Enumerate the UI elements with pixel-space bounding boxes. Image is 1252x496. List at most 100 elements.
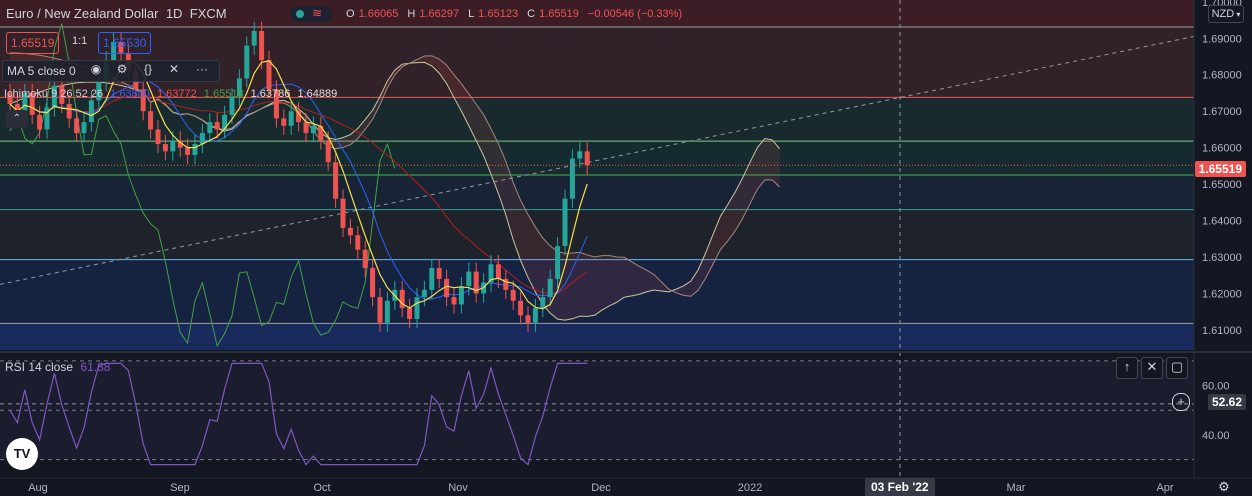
candle bbox=[51, 76, 57, 117]
candle-body bbox=[569, 158, 575, 199]
price-tick-label: 1.62000 bbox=[1202, 288, 1242, 300]
candle bbox=[370, 258, 376, 307]
candle bbox=[562, 189, 568, 256]
candle-body bbox=[547, 278, 553, 298]
candle bbox=[170, 131, 176, 161]
time-tick-label: Sep bbox=[170, 482, 190, 494]
candle-body bbox=[244, 45, 250, 79]
candle bbox=[362, 240, 368, 278]
candle-body bbox=[333, 162, 339, 199]
eye-icon[interactable]: ◉ bbox=[90, 62, 102, 76]
candle-body bbox=[155, 129, 161, 145]
ichimoku-spanB-value: 1.64889 bbox=[297, 88, 338, 100]
symbol-title[interactable]: Euro / New Zealand Dollar bbox=[6, 6, 159, 21]
candle bbox=[37, 105, 43, 139]
candle bbox=[355, 226, 361, 259]
ichimoku-span-a bbox=[9, 61, 780, 321]
close-icon[interactable]: ✕ bbox=[168, 62, 180, 76]
close-pane-icon[interactable]: ✕ bbox=[1141, 357, 1163, 379]
candle-body bbox=[148, 111, 154, 130]
candle-body bbox=[377, 297, 383, 323]
candle bbox=[584, 142, 590, 175]
currency-label: NZD bbox=[1211, 8, 1235, 20]
candle bbox=[436, 258, 442, 289]
candle bbox=[273, 80, 279, 128]
ma-label: MA 5 close 0 bbox=[7, 64, 76, 78]
price-tick-label: 1.64000 bbox=[1202, 216, 1242, 228]
candle-body bbox=[214, 122, 220, 130]
candle bbox=[540, 288, 546, 318]
chevron-down-icon: ▾ bbox=[1234, 10, 1241, 19]
low-label: L bbox=[468, 8, 475, 20]
price-tick-label: 1.63000 bbox=[1202, 252, 1242, 264]
rsi-legend[interactable]: RSI 14 close 61.88 bbox=[5, 360, 114, 374]
fib-band bbox=[0, 97, 1194, 142]
candle bbox=[451, 288, 457, 314]
source-code-icon[interactable]: {} bbox=[143, 62, 152, 76]
candle-body bbox=[325, 140, 331, 163]
candle-body bbox=[170, 140, 176, 152]
candle bbox=[288, 102, 294, 135]
collapse-legend-button[interactable]: ⌃ bbox=[6, 110, 28, 128]
add-plus-icon[interactable]: + bbox=[1172, 393, 1190, 411]
candle bbox=[251, 21, 257, 55]
rsi-line bbox=[9, 362, 588, 466]
candle-body bbox=[421, 289, 427, 298]
candle bbox=[74, 109, 80, 143]
candle bbox=[421, 280, 427, 307]
settings-gear-icon[interactable]: ⚙ bbox=[1218, 479, 1230, 494]
rsi-tick-label: 60.00 bbox=[1202, 381, 1230, 393]
candle-body bbox=[51, 85, 57, 108]
candle-body bbox=[7, 92, 13, 104]
candle-body bbox=[466, 271, 472, 287]
candle-body bbox=[288, 111, 294, 126]
candle-body bbox=[162, 144, 168, 152]
candle-body bbox=[81, 122, 87, 134]
candle-body bbox=[229, 96, 235, 115]
tradingview-logo[interactable]: TV bbox=[6, 438, 38, 470]
market-status-icon[interactable]: ≋ bbox=[290, 6, 332, 22]
candle-body bbox=[140, 89, 146, 112]
candle-body bbox=[488, 264, 494, 283]
candle-body bbox=[118, 41, 124, 53]
candle-body bbox=[510, 289, 516, 301]
arrow-up-icon[interactable]: ↑ bbox=[1116, 357, 1138, 379]
candle bbox=[407, 298, 413, 329]
candle bbox=[118, 32, 124, 62]
candle bbox=[495, 255, 501, 289]
candle bbox=[444, 269, 450, 307]
fib-band bbox=[0, 0, 1194, 27]
interval-label[interactable]: 1D bbox=[165, 6, 183, 21]
candle bbox=[318, 116, 324, 150]
ichimoku-label: Ichimoku 9 26 52 26 bbox=[4, 88, 104, 100]
close-value: 1.65519 bbox=[539, 8, 579, 20]
candle-body bbox=[96, 82, 102, 101]
candle bbox=[296, 102, 302, 132]
candle-body bbox=[318, 125, 324, 141]
candle bbox=[140, 80, 146, 121]
candle bbox=[59, 76, 65, 114]
candle bbox=[518, 291, 524, 325]
candle-body bbox=[495, 264, 501, 279]
candle-body bbox=[458, 286, 464, 305]
buy-button[interactable]: 1.65530 bbox=[98, 32, 152, 54]
candle bbox=[473, 262, 479, 303]
rsi-value: 61.88 bbox=[80, 360, 111, 374]
ma-line bbox=[9, 60, 588, 310]
candle bbox=[7, 83, 13, 114]
ichimoku-legend[interactable]: Ichimoku 9 26 52 26 1.63800 1.63772 1.65… bbox=[4, 88, 341, 100]
sell-button[interactable]: 1.65519 bbox=[6, 32, 60, 54]
candle bbox=[503, 269, 509, 299]
ma-legend-row[interactable]: MA 5 close 0 ◉ ⚙ {} ✕ ··· bbox=[2, 60, 220, 82]
ichimoku-kijun-value: 1.63772 bbox=[156, 88, 197, 100]
candle-body bbox=[370, 267, 376, 298]
time-crosshair-badge: 03 Feb '22 bbox=[865, 478, 935, 496]
more-icon[interactable]: ··· bbox=[196, 62, 208, 76]
candle-body bbox=[451, 297, 457, 305]
maximize-icon[interactable]: ▢ bbox=[1166, 357, 1188, 379]
currency-select[interactable]: NZD ▾ bbox=[1208, 5, 1244, 23]
candle-body bbox=[199, 133, 205, 145]
candle-body bbox=[384, 300, 390, 323]
gear-icon[interactable]: ⚙ bbox=[116, 62, 128, 76]
